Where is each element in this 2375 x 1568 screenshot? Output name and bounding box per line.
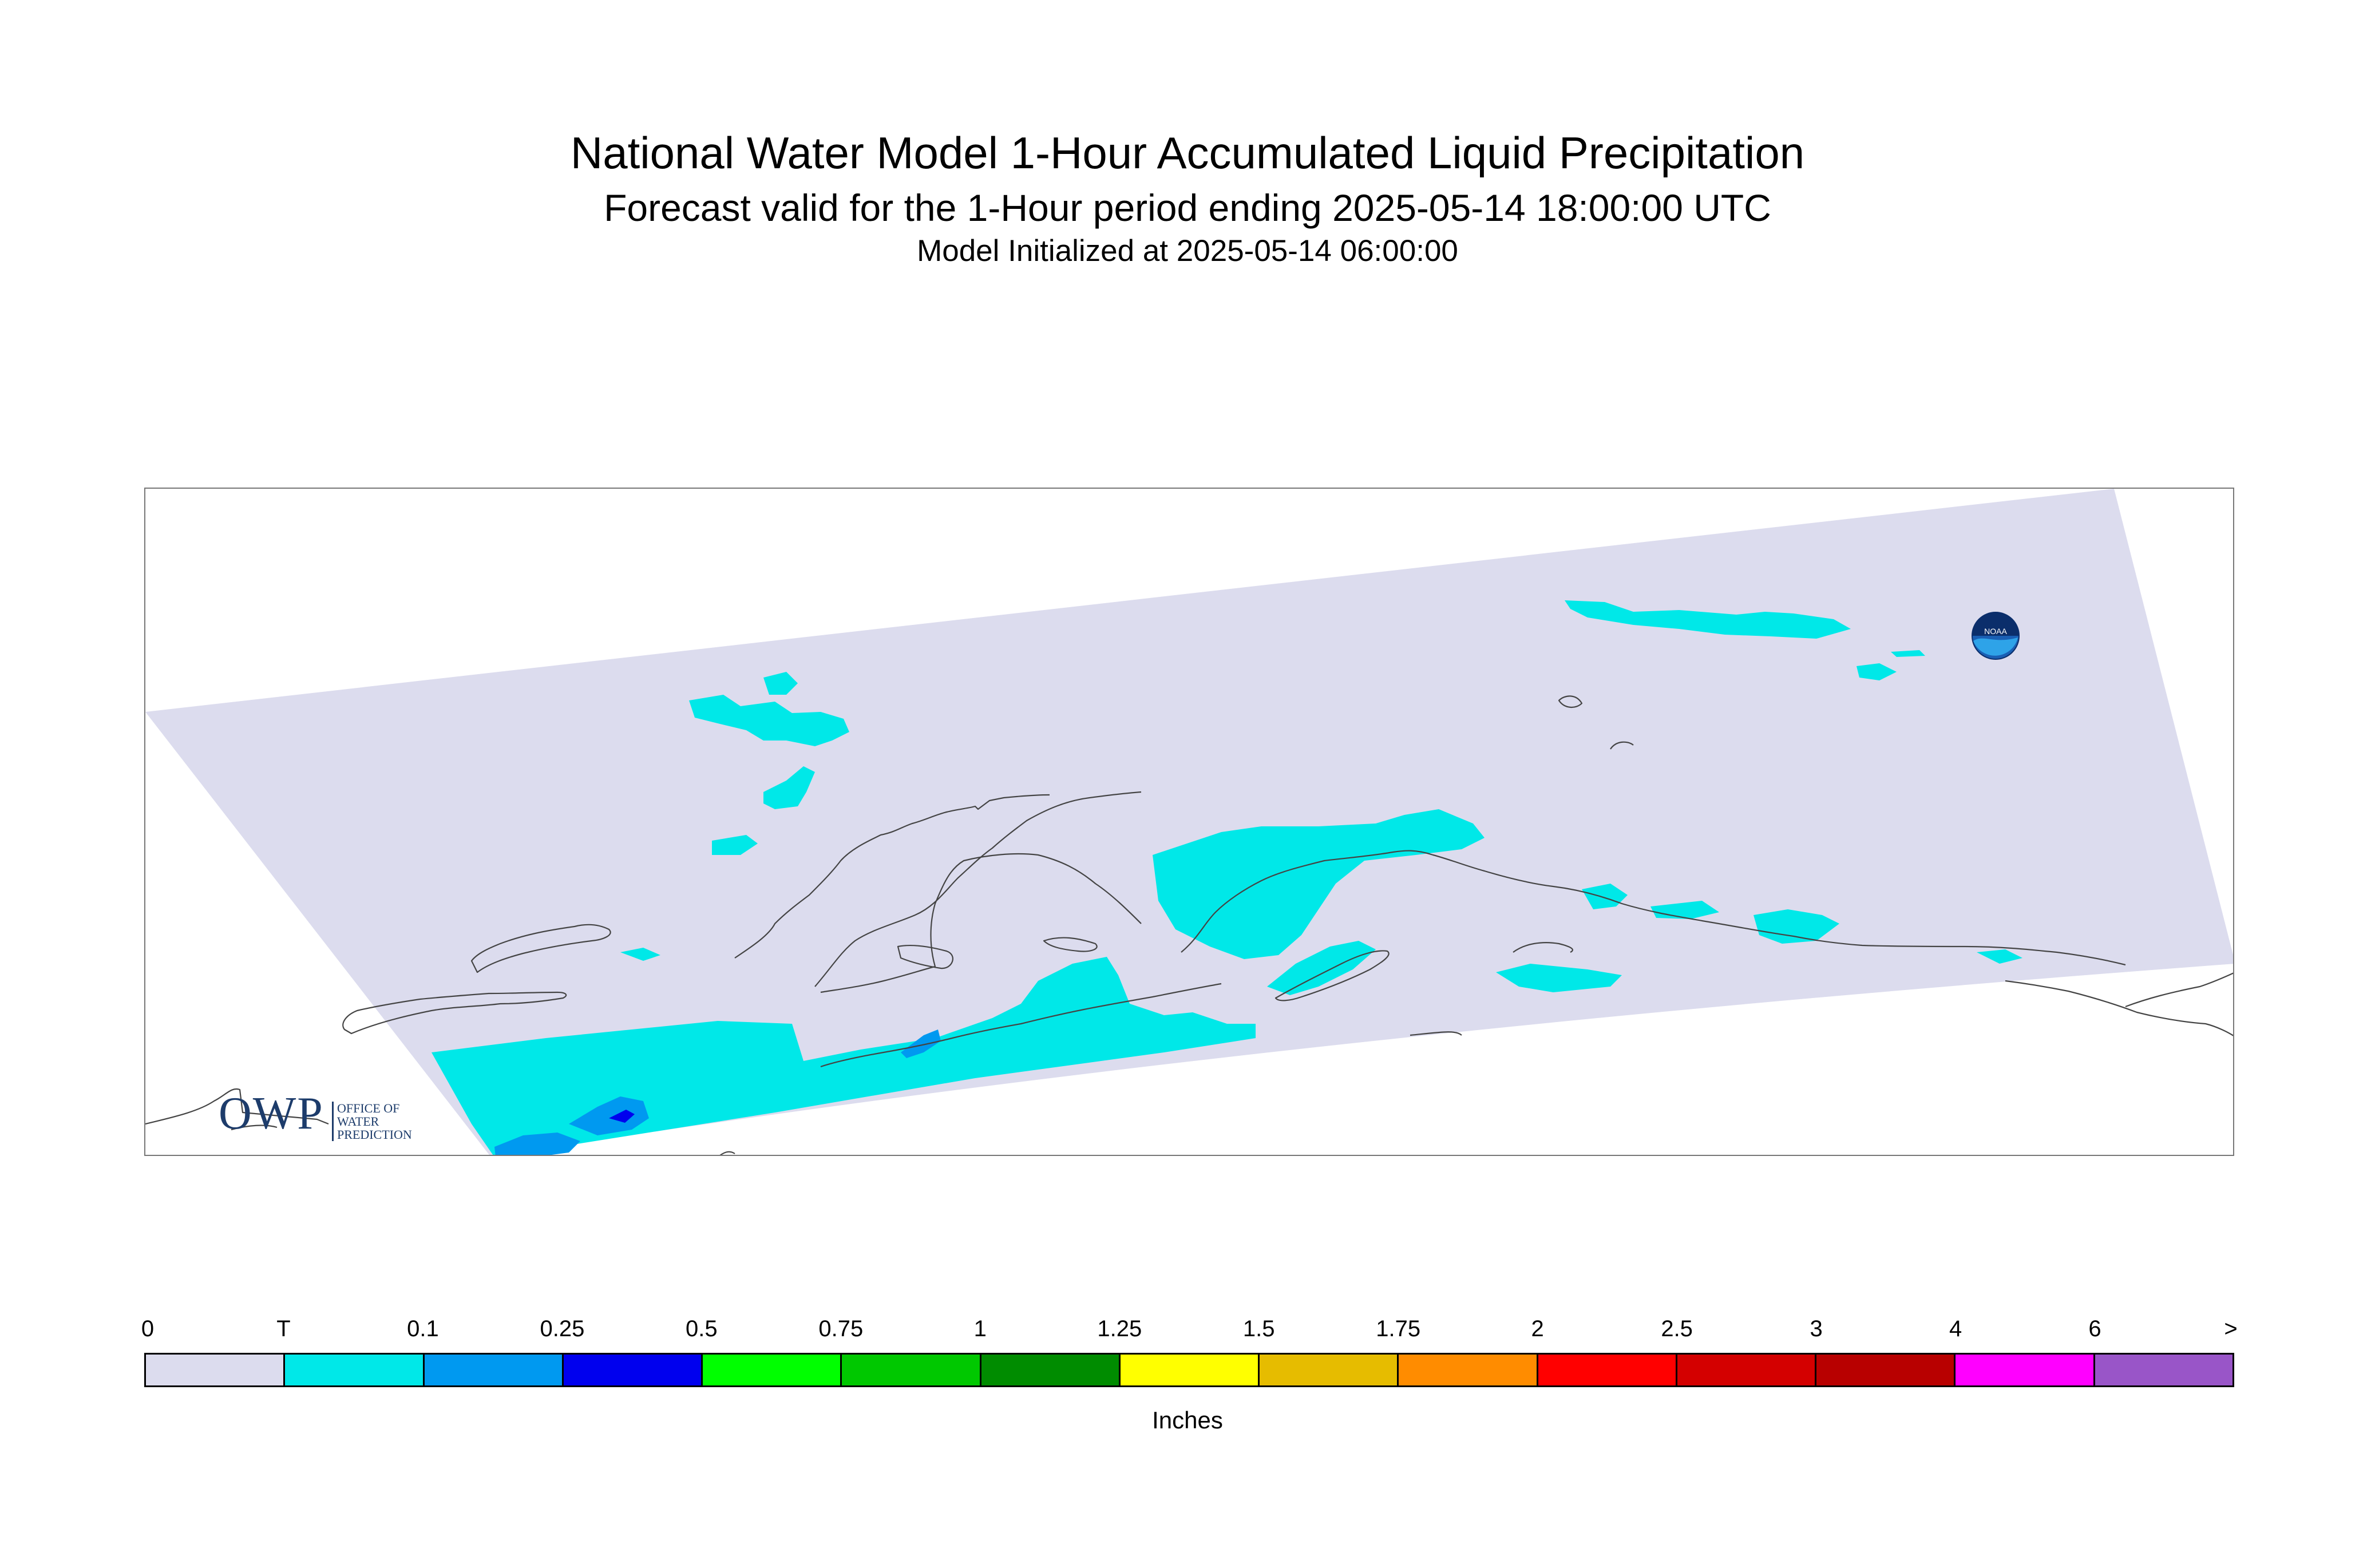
- legend-swatch: [2095, 1355, 2232, 1385]
- model-init-line: Model Initialized at 2025-05-14 06:00:00: [917, 234, 1458, 268]
- coastline-peninsula: [342, 991, 567, 1035]
- coastline-bottom-mid: [719, 1151, 735, 1155]
- precip-area-north-2: [763, 672, 798, 695]
- legend-swatch: [1538, 1355, 1677, 1385]
- precip-area-0.25-core: [609, 1110, 635, 1123]
- legend-swatch: [703, 1355, 842, 1385]
- legend-swatch: [424, 1355, 564, 1385]
- coastline-kodiak: [1274, 950, 1390, 1001]
- legend-tick-label: 0: [141, 1316, 155, 1341]
- legend-tick-label: 6: [2088, 1316, 2101, 1341]
- precip-area-0.1-west: [494, 1133, 580, 1155]
- coastlines: [145, 695, 2233, 1155]
- legend-tick-label: 0.25: [540, 1316, 585, 1341]
- coastline-bristol: [814, 791, 1142, 987]
- precip-heavier-areas: [494, 1030, 941, 1155]
- legend-swatch: [1399, 1355, 1538, 1385]
- precip-area-northeast-1: [1565, 600, 1851, 639]
- coastline-inner-1: [1513, 942, 1574, 953]
- legend-tick-label: 1.75: [1376, 1316, 1421, 1341]
- precip-area-small-1: [620, 948, 660, 961]
- coastline-island-1: [897, 944, 953, 969]
- legend-tick-label: 4: [1949, 1316, 1962, 1341]
- precip-area-island: [1267, 941, 1376, 995]
- legend-swatch: [842, 1355, 981, 1385]
- map-frame: OWP OFFICE OF WATER PREDICTION NOAA: [144, 488, 2234, 1156]
- coastline-sw-island: [231, 1124, 278, 1131]
- legend-tick-label: 1.25: [1097, 1316, 1142, 1341]
- coastline-norton: [470, 924, 611, 973]
- owp-logo-line-2: WATER: [337, 1114, 379, 1129]
- legend-units: Inches: [1152, 1407, 1223, 1434]
- legend-tick-label: 0.75: [818, 1316, 864, 1341]
- precip-area-north-4: [712, 835, 758, 855]
- legend-tick-label: >: [2224, 1316, 2238, 1341]
- legend-swatch: [1816, 1355, 1956, 1385]
- legend-swatch: [1120, 1355, 1260, 1385]
- coastline-panhandle: [2005, 980, 2233, 1036]
- precip-area-east-5: [1977, 949, 2022, 964]
- coastline-island-stlawrence: [1410, 1031, 1462, 1036]
- coastline-panhandle-2: [2125, 972, 2233, 1008]
- noaa-logo-text: NOAA: [1984, 627, 2007, 636]
- precip-area-east-1: [1496, 964, 1622, 992]
- legend-tick-label: T: [276, 1316, 291, 1341]
- legend-tick-label: 0.1: [407, 1316, 439, 1341]
- precip-area-0.1-central: [901, 1030, 941, 1058]
- legend-tick-label: 2.5: [1661, 1316, 1693, 1341]
- legend-swatches: [144, 1353, 2234, 1387]
- legend-tick-label: 0.5: [686, 1316, 718, 1341]
- noaa-logo: NOAA: [1972, 612, 2020, 660]
- model-domain: [145, 489, 2233, 1155]
- map-title: National Water Model 1-Hour Accumulated …: [570, 128, 1805, 178]
- legend-swatch: [563, 1355, 703, 1385]
- legend-tick-label: 3: [1810, 1316, 1823, 1341]
- owp-logo-text: OWP: [219, 1088, 324, 1139]
- precip-area-east-2: [1582, 884, 1628, 909]
- legend-swatch: [1260, 1355, 1399, 1385]
- legend-tick-label: 1: [973, 1316, 987, 1341]
- legend-swatch: [146, 1355, 286, 1385]
- legend-tick-label: 1.5: [1242, 1316, 1275, 1341]
- owp-logo-line-1: OFFICE OF: [337, 1101, 400, 1115]
- coastline-aleutian-east: [820, 983, 1222, 1068]
- precip-area-central: [1153, 809, 1485, 959]
- legend-swatch: [285, 1355, 425, 1385]
- legend-tick-label: 2: [1531, 1316, 1544, 1341]
- precip-area-northeast-3: [1891, 650, 1925, 657]
- color-legend: 0 T 0.1 0.25 0.5 0.75 1 1.25 1.5 1.75 2 2.5 3 4 6 >: [141, 1316, 2238, 1431]
- coastline-west-mainland: [145, 1088, 329, 1125]
- coastline-inner-2: [1558, 695, 1583, 708]
- precip-area-east-4: [1753, 909, 1839, 944]
- precip-map: [145, 489, 2233, 1155]
- owp-logo-line-3: PREDICTION: [337, 1127, 412, 1142]
- coastline-inner-3: [1610, 741, 1634, 750]
- coastline-south-central: [1181, 850, 2126, 966]
- legend-swatch: [1677, 1355, 1817, 1385]
- legend-swatch: [981, 1355, 1121, 1385]
- coastline-north-1: [734, 794, 1050, 959]
- coastline-lake-iliamna: [1043, 937, 1098, 952]
- precip-area-north-3: [763, 766, 815, 809]
- map-subtitle: Forecast valid for the 1-Hour period end…: [604, 187, 1771, 229]
- precip-area-north-1: [689, 695, 849, 746]
- owp-logo-subtext: OFFICE OF WATER PREDICTION: [332, 1102, 412, 1141]
- precip-area-0.1-sw: [569, 1096, 649, 1135]
- coastline-bay-inner: [820, 853, 1142, 993]
- legend-swatch: [1956, 1355, 2095, 1385]
- precip-area-northeast-2: [1857, 663, 1897, 680]
